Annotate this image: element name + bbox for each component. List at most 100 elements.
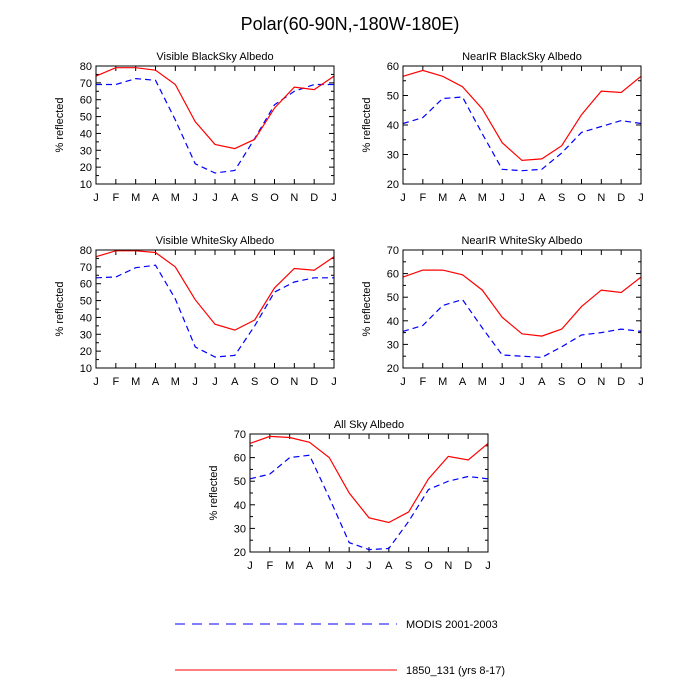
y-tick-label: 60 (387, 61, 399, 73)
x-tick-label: D (464, 560, 472, 572)
y-tick-label: 30 (80, 145, 92, 157)
x-tick-label: O (270, 376, 279, 388)
panel-title: NearIR BlackSky Albedo (462, 51, 582, 63)
x-tick-label: J (485, 560, 491, 572)
series-line-modis (402, 96, 642, 172)
x-tick-label: J (93, 192, 99, 204)
x-tick-label: A (459, 376, 467, 388)
x-tick-label: A (152, 376, 160, 388)
y-tick-label: 50 (80, 112, 92, 124)
y-tick-label: 10 (80, 179, 92, 191)
y-tick-label: 50 (387, 292, 399, 304)
y-tick-label: 20 (387, 179, 399, 191)
series-line-modis (249, 454, 489, 551)
x-tick-label: O (577, 192, 586, 204)
y-tick-label: 40 (80, 128, 92, 140)
x-tick-label: N (597, 376, 605, 388)
legend-label-modis: MODIS 2001-2003 (406, 619, 498, 631)
y-tick-label: 60 (80, 279, 92, 291)
x-tick-label: M (285, 560, 294, 572)
x-tick-label: J (638, 192, 644, 204)
plot-frame (402, 65, 642, 185)
y-tick-label: 10 (80, 363, 92, 375)
y-tick-label: 30 (80, 329, 92, 341)
series-line-modis (96, 77, 334, 174)
x-tick-label: O (270, 192, 279, 204)
y-tick-label: 50 (80, 296, 92, 308)
chart-panel-4: NearIR WhiteSky Albedo % reflected 20 30 40 5… (361, 235, 644, 388)
y-axis-label: % reflected (54, 281, 66, 336)
x-tick-label: D (310, 376, 318, 388)
x-tick-label: J (499, 192, 505, 204)
x-tick-label: F (419, 376, 426, 388)
y-tick-label: 70 (387, 245, 399, 257)
series-line-modis (402, 298, 642, 359)
x-tick-label: J (400, 376, 406, 388)
series-line-modis (95, 264, 334, 358)
x-tick-label: M (478, 192, 487, 204)
y-tick-label: 30 (387, 150, 399, 162)
y-tick-label: 40 (387, 120, 399, 132)
x-tick-label: S (251, 376, 258, 388)
plot-frame (95, 249, 335, 369)
x-tick-label: O (424, 560, 433, 572)
y-tick-label: 40 (234, 500, 246, 512)
x-tick-label: A (385, 560, 393, 572)
y-axis-label: % reflected (361, 97, 373, 152)
x-tick-label: F (266, 560, 273, 572)
plot-frame (95, 65, 335, 185)
x-tick-label: M (131, 376, 140, 388)
y-tick-label: 80 (80, 245, 92, 257)
x-tick-label: M (171, 192, 180, 204)
x-tick-label: N (290, 192, 298, 204)
x-tick-label: S (405, 560, 412, 572)
y-tick-label: 20 (234, 547, 246, 559)
y-tick-label: 30 (387, 339, 399, 351)
series-line-model (402, 69, 642, 162)
x-tick-label: N (444, 560, 452, 572)
x-tick-label: J (212, 192, 218, 204)
x-tick-label: J (400, 192, 406, 204)
x-tick-label: J (519, 192, 525, 204)
y-tick-label: 20 (387, 363, 399, 375)
x-tick-label: J (247, 560, 253, 572)
x-tick-label: J (366, 560, 372, 572)
x-tick-label: J (499, 376, 505, 388)
y-tick-label: 40 (80, 312, 92, 324)
series-line-model (95, 250, 335, 331)
y-tick-label: 60 (80, 95, 92, 107)
series-line-model (249, 435, 489, 524)
panel-title: Visible WhiteSky Albedo (156, 235, 274, 247)
x-tick-label: M (438, 192, 447, 204)
x-tick-label: J (192, 192, 198, 204)
x-tick-label: J (346, 560, 352, 572)
x-tick-label: A (306, 560, 314, 572)
x-tick-label: M (438, 376, 447, 388)
x-tick-label: S (558, 376, 565, 388)
x-tick-label: M (131, 192, 140, 204)
x-tick-label: O (577, 376, 586, 388)
y-tick-label: 50 (387, 91, 399, 103)
x-tick-label: M (171, 376, 180, 388)
x-tick-label: J (331, 192, 337, 204)
series-line-model (95, 67, 335, 150)
y-tick-label: 40 (387, 316, 399, 328)
x-tick-label: D (617, 376, 625, 388)
x-tick-label: J (519, 376, 525, 388)
figure-title: Polar(60-90N,-180W-180E) (241, 14, 460, 34)
x-tick-label: A (231, 192, 239, 204)
x-tick-label: A (152, 192, 160, 204)
x-tick-label: A (538, 376, 546, 388)
x-tick-label: M (478, 376, 487, 388)
x-tick-label: A (231, 376, 239, 388)
x-tick-label: D (617, 192, 625, 204)
plot-frame (402, 249, 642, 369)
chart-panel-3: Visible WhiteSky Albedo % reflected 10 20 30… (54, 235, 337, 388)
panel-title: Visible BlackSky Albedo (156, 51, 273, 63)
x-tick-label: S (558, 192, 565, 204)
x-tick-label: F (112, 192, 119, 204)
legend-label-model: 1850_131 (yrs 8-17) (406, 665, 505, 677)
x-tick-label: F (112, 376, 119, 388)
